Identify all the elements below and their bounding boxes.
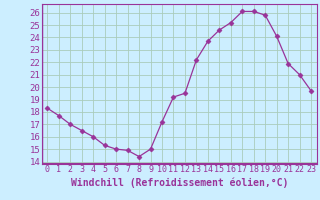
X-axis label: Windchill (Refroidissement éolien,°C): Windchill (Refroidissement éolien,°C) bbox=[70, 177, 288, 188]
